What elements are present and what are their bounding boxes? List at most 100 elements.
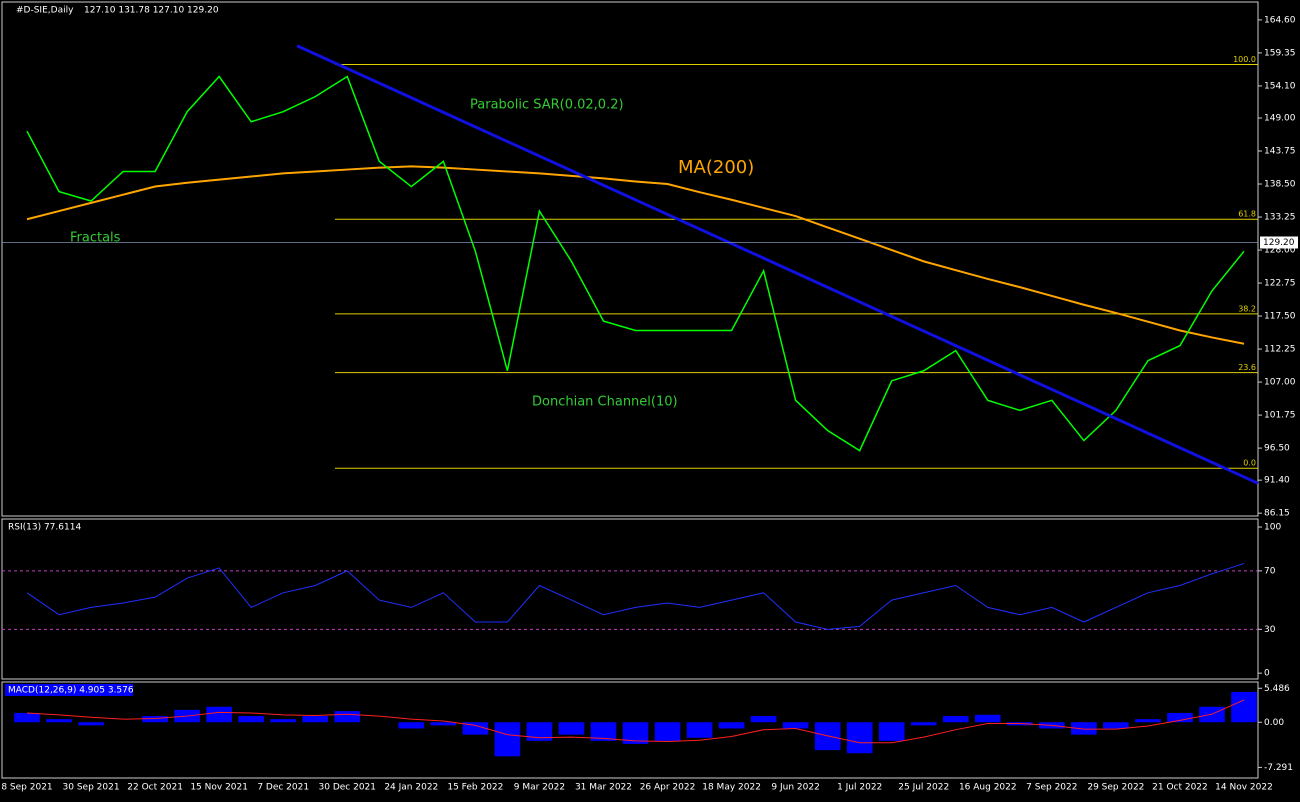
x-tick-label: 22 Oct 2021 bbox=[127, 783, 183, 793]
x-tick-label: 9 Mar 2022 bbox=[514, 783, 565, 793]
macd-bar bbox=[270, 719, 297, 723]
x-tick-label: 30 Dec 2021 bbox=[319, 783, 377, 793]
fib-label: 100.0 bbox=[1233, 55, 1256, 64]
macd-bar bbox=[334, 711, 361, 723]
macd-bar bbox=[1071, 722, 1097, 735]
macd-bar bbox=[846, 722, 873, 754]
fib-label: 38.2 bbox=[1238, 304, 1256, 313]
last-price-box bbox=[1260, 236, 1298, 249]
rsi-title: RSI(13) 77.6114 bbox=[8, 523, 81, 533]
macd-bar bbox=[142, 716, 168, 723]
fib-label: 61.8 bbox=[1238, 210, 1256, 219]
x-tick-label: 15 Feb 2022 bbox=[447, 783, 503, 793]
donchian-label: Donchian Channel(10) bbox=[532, 395, 678, 410]
x-tick-label: 24 Jan 2022 bbox=[384, 783, 438, 793]
macd-bar bbox=[398, 722, 425, 729]
macd-bar bbox=[878, 722, 905, 741]
x-tick-label: 9 Jun 2022 bbox=[771, 783, 819, 793]
y-tick-label: 159.35 bbox=[1264, 48, 1296, 58]
macd-bar bbox=[622, 722, 649, 744]
y-tick-label: 101.75 bbox=[1264, 411, 1296, 421]
y-tick-label: 133.25 bbox=[1264, 213, 1296, 223]
y-tick-label: 5.486 bbox=[1264, 684, 1290, 694]
macd-bar bbox=[78, 722, 104, 726]
macd-signal bbox=[26, 699, 1245, 744]
ohlc: 127.10 131.78 127.10 129.20 bbox=[84, 6, 219, 16]
y-tick-label: 122.75 bbox=[1264, 279, 1296, 289]
macd-bar bbox=[526, 722, 553, 741]
macd-bar bbox=[430, 722, 457, 726]
main-panel bbox=[1, 1, 1259, 517]
y-tick-label: 86.15 bbox=[1264, 509, 1290, 519]
macd-bar bbox=[462, 722, 489, 735]
y-tick-label: 0.00 bbox=[1264, 718, 1284, 728]
macd-bar bbox=[302, 716, 329, 723]
macd-bar bbox=[590, 722, 617, 741]
x-tick-label: 31 Mar 2022 bbox=[575, 783, 632, 793]
y-tick-label: 117.50 bbox=[1264, 312, 1296, 322]
x-tick-label: 29 Sep 2022 bbox=[1087, 783, 1144, 793]
y-tick-label: 112.25 bbox=[1264, 345, 1296, 355]
x-tick-label: 18 May 2022 bbox=[702, 783, 761, 793]
x-tick-label: 1 Jul 2022 bbox=[837, 783, 882, 793]
trendline bbox=[296, 44, 1259, 485]
sar-label: Parabolic SAR(0.02,0.2) bbox=[470, 98, 624, 113]
x-tick-label: 25 Jul 2022 bbox=[898, 783, 949, 793]
macd-bar bbox=[782, 722, 809, 729]
symbol: #D-SIE,Daily bbox=[16, 6, 74, 16]
macd-bar bbox=[654, 722, 681, 741]
price-line bbox=[26, 75, 1245, 452]
macd-bar bbox=[46, 719, 72, 723]
macd-bar bbox=[1231, 691, 1257, 723]
y-tick-label: 91.40 bbox=[1264, 476, 1290, 486]
y-tick-label: 100 bbox=[1264, 523, 1281, 533]
last-price-label: 129.20 bbox=[1263, 238, 1295, 248]
macd-title-bg bbox=[5, 684, 133, 696]
macd-bar bbox=[238, 716, 264, 723]
y-tick-label: 154.10 bbox=[1264, 81, 1296, 91]
fib-label: 0.0 bbox=[1243, 459, 1256, 468]
y-tick-label: 138.50 bbox=[1264, 180, 1296, 190]
y-tick-label: 107.00 bbox=[1264, 378, 1296, 388]
macd-bar bbox=[14, 712, 40, 723]
macd-panel bbox=[1, 681, 1259, 779]
macd-bar bbox=[1167, 712, 1193, 723]
x-tick-label: 26 Apr 2022 bbox=[640, 783, 696, 793]
fib-label: 23.6 bbox=[1238, 363, 1256, 372]
macd-bar bbox=[1103, 722, 1129, 729]
x-tick-label: 21 Oct 2022 bbox=[1152, 783, 1208, 793]
macd-title: MACD(12,26,9) 4.905 3.576 bbox=[8, 686, 134, 696]
macd-bar bbox=[558, 722, 585, 735]
macd-bar bbox=[1135, 719, 1161, 723]
y-tick-label: 149.00 bbox=[1264, 114, 1296, 124]
x-tick-label: 16 Aug 2022 bbox=[959, 783, 1017, 793]
y-tick-label: 70 bbox=[1264, 566, 1276, 576]
y-tick-label: 128.00 bbox=[1264, 246, 1296, 256]
y-tick-label: -7.291 bbox=[1264, 763, 1293, 773]
x-tick-label: 7 Dec 2021 bbox=[257, 783, 309, 793]
y-tick-label: 96.50 bbox=[1264, 444, 1290, 454]
y-tick-label: 164.60 bbox=[1264, 15, 1296, 25]
macd-bar bbox=[974, 714, 1001, 723]
macd-bar bbox=[718, 722, 745, 729]
macd-bar bbox=[206, 706, 232, 723]
y-tick-label: 0 bbox=[1264, 669, 1270, 679]
macd-bar bbox=[942, 716, 969, 723]
x-tick-label: 14 Nov 2022 bbox=[1215, 783, 1273, 793]
rsi-line bbox=[26, 563, 1245, 630]
macd-bar bbox=[686, 722, 713, 738]
x-tick-label: 8 Sep 2021 bbox=[1, 783, 52, 793]
macd-bar bbox=[750, 716, 777, 723]
ma-line bbox=[26, 165, 1245, 345]
x-tick-label: 30 Sep 2021 bbox=[63, 783, 120, 793]
rsi-panel bbox=[1, 518, 1259, 680]
ma-label: MA(200) bbox=[678, 157, 754, 178]
x-tick-label: 7 Sep 2022 bbox=[1026, 783, 1077, 793]
y-tick-label: 30 bbox=[1264, 625, 1276, 635]
fractals-label: Fractals bbox=[70, 231, 121, 246]
macd-bar bbox=[910, 722, 937, 726]
y-tick-label: 143.75 bbox=[1264, 147, 1296, 157]
macd-bar bbox=[494, 722, 521, 757]
x-tick-label: 15 Nov 2021 bbox=[190, 783, 248, 793]
